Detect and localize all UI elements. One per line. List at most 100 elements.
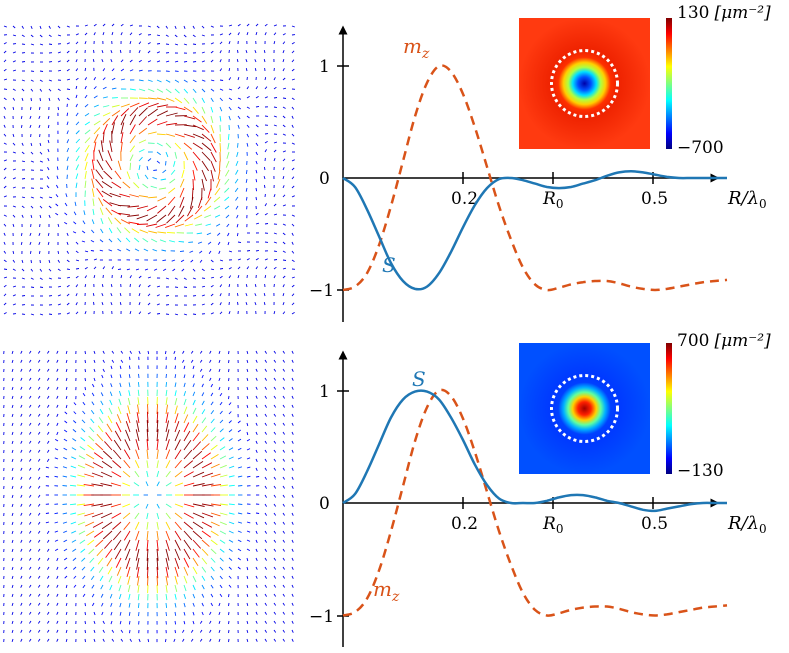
quiver-arrow	[192, 557, 199, 567]
quiver-arrow	[146, 521, 149, 530]
quiver-arrow	[48, 268, 52, 272]
quiver-arrow	[20, 232, 23, 236]
quiver-arrow	[273, 86, 277, 90]
quiver-arrow	[100, 218, 104, 225]
quiver-arrow	[264, 557, 267, 561]
quiver-arrow	[82, 593, 86, 597]
quiver-arrow	[102, 638, 105, 642]
quiver-arrow	[197, 196, 203, 209]
quiver-arrow	[255, 422, 258, 426]
quiver-arrow	[93, 350, 96, 354]
quiver-arrow	[11, 593, 14, 598]
quiver-arrow	[165, 584, 168, 593]
quiver-arrow	[69, 484, 77, 487]
quiver-arrow	[84, 629, 86, 634]
quiver-arrow	[192, 566, 198, 575]
quiver-arrow	[11, 566, 14, 571]
quiver-arrow	[111, 266, 114, 270]
quiver-arrow	[183, 88, 189, 94]
quiver-arrow	[184, 223, 194, 227]
quiver-arrow	[84, 180, 87, 189]
quiver-arrow	[192, 124, 204, 131]
quiver-arrow	[56, 350, 59, 354]
quiver-arrow	[291, 566, 294, 570]
quiver-arrow	[38, 115, 41, 119]
quiver-arrow	[129, 32, 133, 36]
quiver-arrow	[219, 59, 222, 63]
quiver-arrow	[264, 223, 269, 225]
quiver-arrow	[21, 196, 26, 199]
quiver-arrow	[227, 142, 230, 150]
quiver-arrow	[228, 106, 232, 111]
quiver-arrow	[201, 115, 208, 124]
quiver-arrow	[246, 404, 249, 409]
quiver-arrow	[245, 59, 248, 63]
quiver-arrow	[11, 395, 14, 400]
quiver-arrow	[210, 151, 217, 163]
quiver-arrow	[71, 530, 77, 534]
quiver-arrow	[3, 106, 7, 110]
quiver-arrow	[47, 602, 50, 606]
quiver-arrow	[282, 503, 285, 507]
ytick-label-minus1: −1	[309, 281, 334, 301]
line-chart-top: 0.2 R0 0.5 1 0 −1 R/λ0 mz S	[309, 25, 767, 322]
quiver-arrow	[12, 34, 17, 37]
quiver-arrow	[236, 214, 239, 219]
quiver-arrow	[66, 232, 69, 236]
quiver-arrow	[210, 79, 215, 82]
quiver-arrow	[110, 365, 113, 370]
quiver-arrow	[75, 77, 79, 81]
quiver-arrow	[134, 460, 140, 469]
quiver-arrow	[217, 241, 221, 246]
quiver-arrow	[245, 283, 248, 288]
quiver-arrow	[201, 503, 214, 507]
quiver-arrow	[70, 521, 77, 525]
quiver-arrow	[190, 350, 194, 354]
quiver-arrow	[165, 79, 171, 83]
quiver-arrow	[264, 620, 267, 624]
quiver-arrow	[228, 395, 230, 400]
quiver-arrow	[273, 413, 277, 417]
quiver-arrow	[105, 432, 113, 442]
quiver-arrow	[263, 166, 266, 171]
quiver-arrow	[209, 638, 212, 642]
quiver-arrow	[219, 33, 223, 36]
quiver-arrow	[219, 521, 227, 526]
quiver-arrow	[183, 115, 196, 120]
quiver-arrow	[48, 34, 52, 37]
quiver-arrow	[199, 259, 203, 263]
quiver-arrow	[142, 183, 149, 189]
quiver-arrow	[84, 41, 87, 45]
quiver-arrow	[56, 575, 59, 579]
quiver-arrow	[219, 311, 223, 315]
quiver-arrow	[65, 404, 68, 409]
quiver-arrow	[111, 512, 122, 519]
quiver-arrow	[224, 196, 230, 201]
quiver-arrow	[21, 61, 26, 63]
quiver-arrow	[201, 383, 204, 388]
quiver-arrow	[47, 404, 50, 408]
quiver-arrow	[201, 178, 205, 191]
quiver-arrow	[206, 232, 212, 236]
quiver-arrow	[219, 428, 224, 433]
quiver-arrow	[237, 97, 242, 100]
quiver-arrow	[93, 274, 96, 279]
quiver-arrow	[29, 449, 32, 453]
quiver-arrow	[102, 359, 105, 363]
quiver-arrow	[3, 25, 7, 28]
quiver-arrow	[37, 431, 41, 435]
quiver-arrow	[210, 410, 215, 415]
quiver-arrow	[237, 106, 241, 110]
quiver-arrow	[201, 602, 204, 607]
quiver-arrow	[228, 512, 235, 515]
quiver-arrow	[255, 258, 259, 261]
quiver-arrow	[93, 120, 101, 126]
quiver-arrow	[210, 484, 222, 487]
quiver-arrow	[156, 60, 161, 63]
quiver-arrow	[12, 223, 15, 227]
quiver-arrow	[165, 88, 172, 94]
quiver-arrow	[218, 368, 221, 372]
quiver-arrow	[192, 423, 199, 433]
quiver-arrow	[246, 266, 250, 270]
quiver-arrow	[210, 276, 215, 279]
